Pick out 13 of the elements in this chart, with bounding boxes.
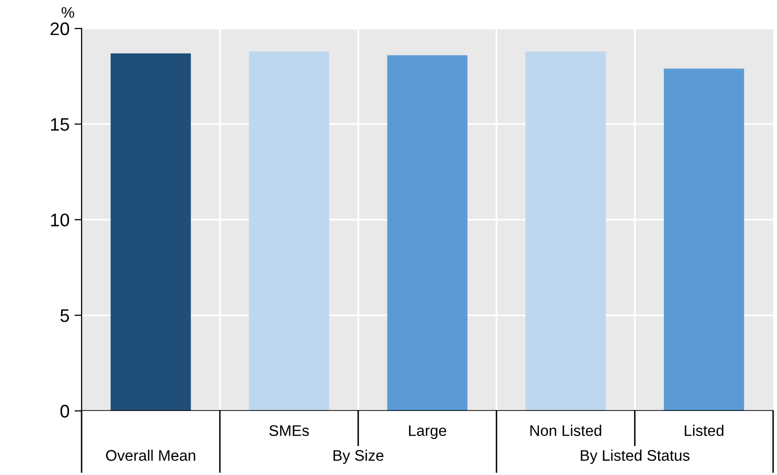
x-tick-label: SMEs — [269, 425, 309, 436]
text: Overall Mean — [106, 450, 196, 461]
text: By Size — [334, 450, 384, 464]
y-tick-label: 0 — [60, 404, 70, 418]
x-tick-label: Non Listed — [530, 424, 602, 436]
y-tick-label: 15 — [51, 118, 70, 131]
y-tick-label: 20 — [50, 22, 70, 36]
x-tick-label: Large — [409, 425, 446, 440]
y-axis-title: % — [62, 7, 74, 18]
text: By Listed Status — [580, 450, 690, 464]
y-tick-label: 5 — [60, 309, 70, 322]
x-tick-label: Listed — [684, 424, 724, 436]
y-tick-label: 10 — [51, 214, 70, 226]
